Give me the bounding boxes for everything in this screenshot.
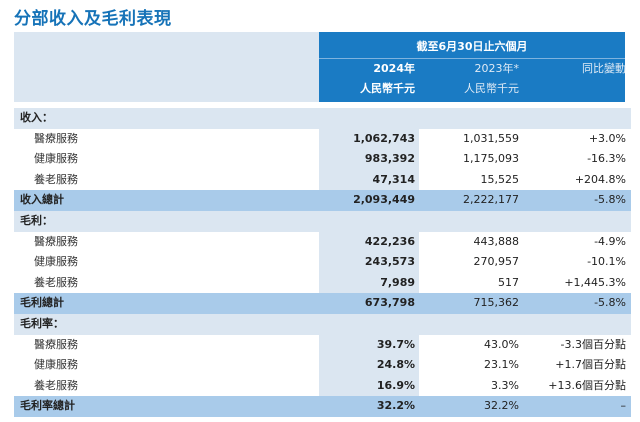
value-2023: 1,031,559 [463,131,519,145]
total-row: 毛利總計 673,798 715,362 -5.8% [14,293,631,314]
table-body: 收入： 醫療服務 1,062,743 1,031,559 +3.0% 健康服務 983,39… [14,108,631,417]
header-period-cell [319,32,625,102]
value-yoy: -16.3% [587,152,626,166]
row-label: 健康服務 [34,255,78,269]
row-label: 健康服務 [34,152,78,166]
value-yoy: -5.8% [594,193,626,207]
column-2024-shade [319,169,419,191]
value-2024: 16.9% [376,378,415,392]
value-2023: 1,175,093 [463,152,519,166]
value-2023: 23.1% [484,358,519,372]
value-2023: 443,888 [473,234,520,248]
section-row: 毛利： [14,210,631,232]
row-label: 養老服務 [34,378,78,392]
value-2023: 2,222,177 [463,193,519,207]
table-row: 養老服務 7,989 517 +1,445.3% [14,272,631,294]
value-2024: 2,093,449 [353,193,415,207]
section-row: 毛利率： [14,313,631,335]
column-2024-shade [319,149,419,170]
value-2023: 715,362 [473,296,520,310]
column-2024-shade [319,355,419,376]
table-row: 醫療服務 422,236 443,888 -4.9% [14,231,631,253]
value-2023: 43.0% [484,337,519,351]
value-2024: 243,573 [364,255,415,269]
header-yoy: 同比變動 [582,62,626,75]
value-yoy: -3.3個百分點 [560,337,626,351]
header-2023-year: 2023年* [474,62,520,75]
value-yoy: -10.1% [587,255,626,269]
header-divider [319,58,625,59]
value-2024: 24.8% [376,358,415,372]
value-yoy: +1,445.3% [564,275,626,289]
row-label: 毛利： [20,213,53,227]
header-period: 截至6月30日止六個月 [416,40,528,53]
table-row: 健康服務 24.8% 23.1% +1.7個百分點 [14,355,631,376]
row-label: 養老服務 [34,172,78,186]
value-2024: 673,798 [364,296,415,310]
row-label: 醫療服務 [34,234,78,248]
value-2024: 983,392 [364,152,415,166]
value-yoy: -4.9% [594,234,626,248]
value-2023: 3.3% [491,378,519,392]
total-row: 毛利率總計 32.2% 32.2% – [14,396,631,417]
row-label: 毛利率： [20,316,64,330]
page-title: 分部收入及毛利表現 [14,9,172,29]
table-row: 健康服務 983,392 1,175,093 -16.3% [14,149,631,170]
value-2024: 7,989 [380,275,415,289]
header-2023-unit: 人民幣千元 [464,82,519,95]
column-2024-shade [319,231,419,253]
table-row: 健康服務 243,573 270,957 -10.1% [14,252,631,273]
row-label: 醫療服務 [34,337,78,351]
row-label: 收入總計 [20,193,64,207]
header-2024-unit: 人民幣千元 [360,82,415,95]
value-2023: 15,525 [480,172,520,186]
value-2023: 270,957 [473,255,520,269]
column-2024-shade [319,375,419,397]
row-label: 養老服務 [34,275,78,289]
column-2024-shade [319,272,419,294]
value-2024: 47,314 [372,172,415,186]
column-2024-shade [319,128,419,150]
table-row: 養老服務 16.9% 3.3% +13.6個百分點 [14,375,631,397]
header-blank-cell [14,32,319,102]
value-2024: 32.2% [376,399,415,413]
table-row: 養老服務 47,314 15,525 +204.8% [14,169,631,191]
value-2023: 32.2% [484,399,519,413]
value-yoy: +1.7個百分點 [555,358,626,372]
row-label: 健康服務 [34,358,78,372]
value-yoy: +13.6個百分點 [548,378,626,392]
column-2024-shade [319,252,419,273]
row-label: 收入： [20,111,53,124]
total-row: 收入總計 2,093,449 2,222,177 -5.8% [14,190,631,211]
value-2024: 422,236 [364,234,415,248]
table-row: 醫療服務 1,062,743 1,031,559 +3.0% [14,128,631,150]
column-2024-shade [319,334,419,356]
value-yoy: +204.8% [574,172,626,186]
header-2024-year: 2024年 [373,62,415,75]
row-label: 毛利率總計 [20,399,75,413]
value-yoy: +3.0% [588,131,626,145]
value-2024: 39.7% [376,337,415,351]
segment-table: 截至6月30日止六個月 2024年 人民幣千元 2023年* 人民幣千元 同比變… [14,32,631,417]
row-label: 毛利總計 [20,296,64,310]
table-row: 醫療服務 39.7% 43.0% -3.3個百分點 [14,334,631,356]
row-label: 醫療服務 [34,131,78,145]
value-yoy: -5.8% [594,296,626,310]
value-2024: 1,062,743 [353,131,415,145]
table-header: 截至6月30日止六個月 2024年 人民幣千元 2023年* 人民幣千元 同比變… [14,32,631,102]
value-yoy: – [620,399,627,413]
section-row: 收入： [14,108,631,129]
value-2023: 517 [498,275,519,289]
